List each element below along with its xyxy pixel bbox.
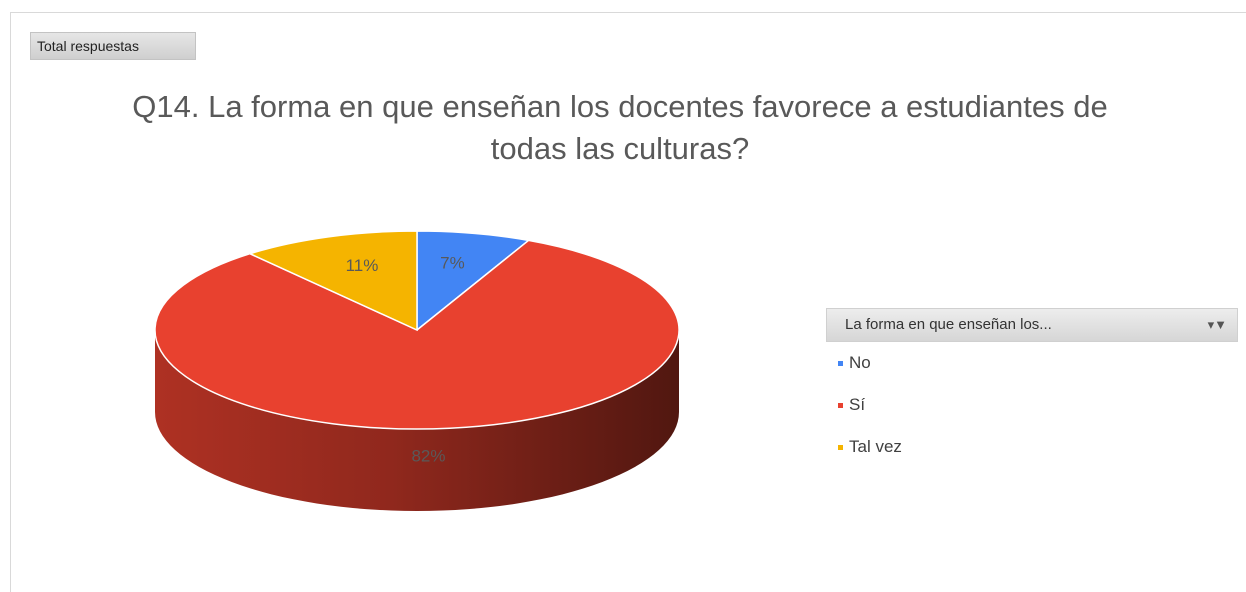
legend-filter-header[interactable]: La forma en que enseñan los... ▾▼	[826, 308, 1238, 342]
chart-title: Q14. La forma en que enseñan los docente…	[132, 89, 1108, 166]
total-respuestas-field-button[interactable]: Total respuestas	[30, 32, 196, 60]
data-label-tal-vez: 11%	[346, 256, 379, 275]
legend-item-no[interactable]: No	[838, 352, 871, 374]
filter-dropdown-icon[interactable]: ▾▼	[1207, 317, 1227, 332]
chart-frame	[10, 12, 1246, 592]
pie-side-sí	[155, 330, 679, 511]
legend-item-tal-vez[interactable]: Tal vez	[838, 436, 902, 458]
pie-slice-sí[interactable]	[154, 239, 680, 430]
legend-item-si[interactable]: Sí	[838, 394, 865, 416]
legend-label: Tal vez	[849, 437, 902, 456]
legend-marker-icon	[838, 361, 843, 367]
pie-slice-tal-vez[interactable]	[247, 230, 418, 332]
legend-marker-icon	[838, 403, 843, 409]
legend-label: No	[849, 353, 871, 372]
legend-label: Sí	[849, 395, 866, 414]
data-label-sí: 82%	[411, 446, 445, 465]
legend-title: La forma en que enseñan los...	[845, 316, 1052, 333]
pie-slice-no[interactable]	[416, 230, 531, 332]
data-label-no: 7%	[440, 253, 465, 272]
legend-marker-icon	[838, 445, 843, 451]
